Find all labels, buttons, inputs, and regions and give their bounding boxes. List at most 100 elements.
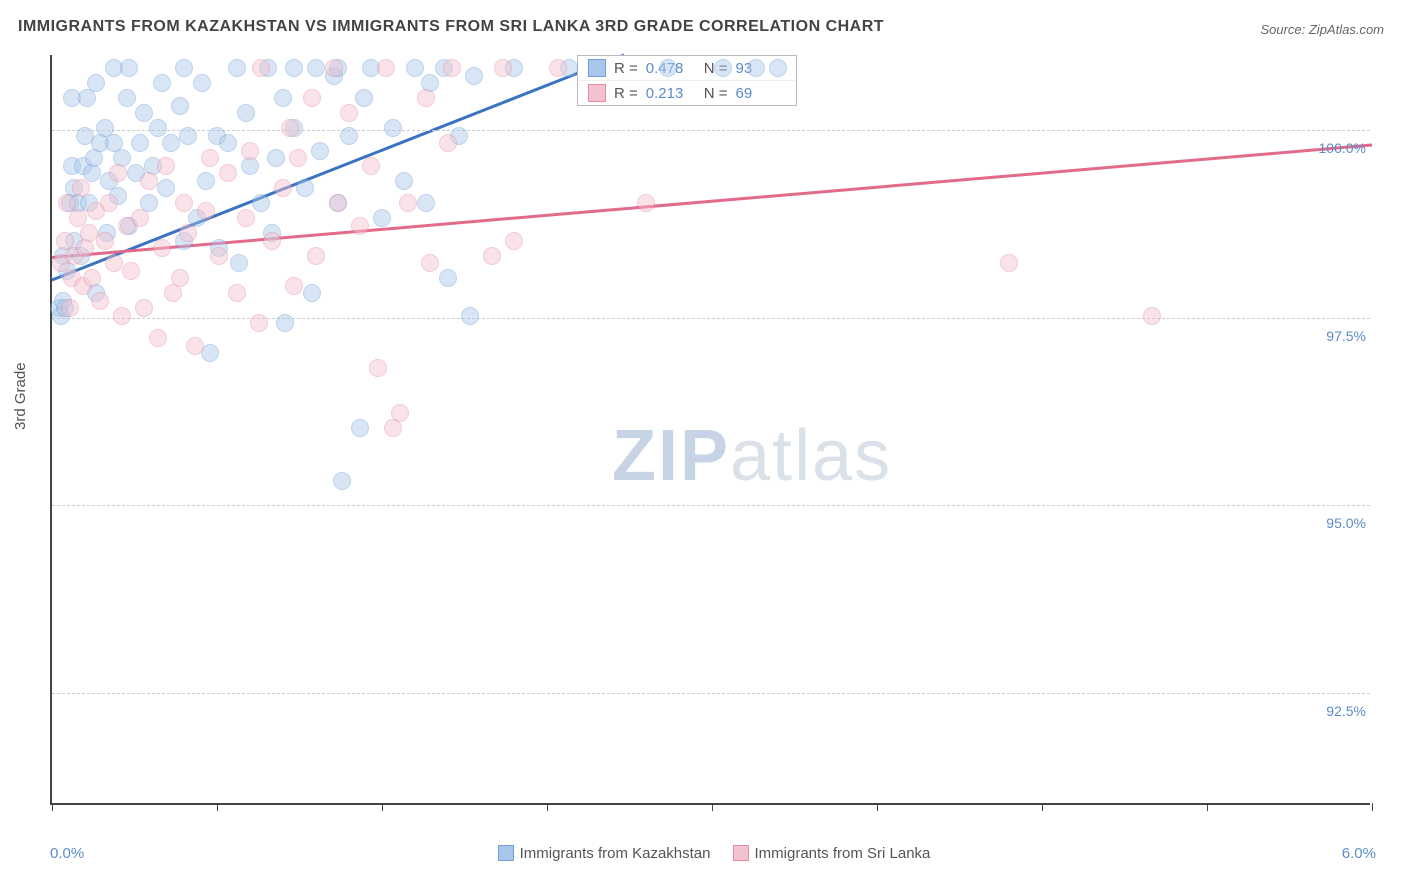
scatter-point <box>157 157 175 175</box>
scatter-point <box>219 164 237 182</box>
legend-n-label: N = <box>704 85 728 102</box>
gridline-h <box>52 505 1370 506</box>
scatter-point <box>140 172 158 190</box>
scatter-point <box>237 209 255 227</box>
scatter-point <box>747 59 765 77</box>
scatter-point <box>406 59 424 77</box>
scatter-point <box>369 359 387 377</box>
legend-swatch <box>588 84 606 102</box>
scatter-point <box>157 179 175 197</box>
scatter-point <box>377 59 395 77</box>
scatter-point <box>417 89 435 107</box>
scatter-point <box>230 254 248 272</box>
legend-r-value: 0.213 <box>646 85 696 102</box>
scatter-point <box>417 194 435 212</box>
scatter-point <box>197 202 215 220</box>
bottom-legend: Immigrants from KazakhstanImmigrants fro… <box>0 845 1406 862</box>
scatter-point <box>228 284 246 302</box>
scatter-point <box>228 59 246 77</box>
scatter-point <box>61 299 79 317</box>
scatter-point <box>197 172 215 190</box>
scatter-point <box>274 179 292 197</box>
scatter-point <box>153 239 171 257</box>
scatter-point <box>109 164 127 182</box>
legend-swatch <box>498 845 514 861</box>
scatter-point <box>443 59 461 77</box>
scatter-point <box>325 59 343 77</box>
y-tick-label: 92.5% <box>1326 703 1372 719</box>
scatter-point <box>351 419 369 437</box>
scatter-point <box>373 209 391 227</box>
scatter-point <box>131 134 149 152</box>
scatter-point <box>494 59 512 77</box>
scatter-point <box>122 262 140 280</box>
x-tick <box>547 803 548 811</box>
x-tick <box>52 803 53 811</box>
gridline-h <box>52 130 1370 131</box>
scatter-point <box>131 209 149 227</box>
x-tick <box>712 803 713 811</box>
scatter-point <box>135 299 153 317</box>
scatter-point <box>252 194 270 212</box>
legend-swatch <box>588 59 606 77</box>
scatter-point <box>219 134 237 152</box>
scatter-point <box>311 142 329 160</box>
x-tick <box>217 803 218 811</box>
x-tick <box>1372 803 1373 811</box>
scatter-point <box>439 134 457 152</box>
x-tick <box>877 803 878 811</box>
scatter-point <box>285 277 303 295</box>
scatter-point <box>281 119 299 137</box>
scatter-point <box>83 269 101 287</box>
scatter-point <box>465 67 483 85</box>
scatter-point <box>362 157 380 175</box>
scatter-point <box>91 292 109 310</box>
legend-r-label: R = <box>614 85 638 102</box>
scatter-point <box>461 307 479 325</box>
scatter-point <box>263 232 281 250</box>
scatter-point <box>395 172 413 190</box>
scatter-point <box>201 344 219 362</box>
scatter-point <box>384 419 402 437</box>
scatter-point <box>193 74 211 92</box>
scatter-point <box>399 194 417 212</box>
scatter-point <box>252 59 270 77</box>
legend-series-label: Immigrants from Sri Lanka <box>755 845 931 862</box>
scatter-point <box>351 217 369 235</box>
scatter-point <box>289 149 307 167</box>
scatter-point <box>179 224 197 242</box>
scatter-point <box>659 59 677 77</box>
plot-area: ZIPatlas R =0.478N =93R =0.213N =69 92.5… <box>50 55 1370 805</box>
legend-n-value: 69 <box>736 85 786 102</box>
scatter-point <box>769 59 787 77</box>
scatter-point <box>210 247 228 265</box>
scatter-point <box>329 194 347 212</box>
scatter-point <box>340 127 358 145</box>
scatter-point <box>175 59 193 77</box>
scatter-point <box>186 337 204 355</box>
scatter-point <box>96 232 114 250</box>
scatter-point <box>120 59 138 77</box>
scatter-point <box>171 269 189 287</box>
scatter-point <box>113 307 131 325</box>
scatter-point <box>637 194 655 212</box>
scatter-point <box>421 254 439 272</box>
scatter-point <box>162 134 180 152</box>
scatter-point <box>549 59 567 77</box>
scatter-point <box>267 149 285 167</box>
scatter-point <box>135 104 153 122</box>
scatter-point <box>153 74 171 92</box>
source-attribution: Source: ZipAtlas.com <box>1260 22 1384 37</box>
scatter-point <box>439 269 457 287</box>
scatter-point <box>307 59 325 77</box>
scatter-point <box>100 194 118 212</box>
y-tick-label: 97.5% <box>1326 328 1372 344</box>
scatter-point <box>175 194 193 212</box>
scatter-point <box>105 254 123 272</box>
scatter-point <box>303 89 321 107</box>
scatter-point <box>340 104 358 122</box>
scatter-point <box>201 149 219 167</box>
scatter-point <box>1000 254 1018 272</box>
scatter-point <box>714 59 732 77</box>
scatter-point <box>118 89 136 107</box>
